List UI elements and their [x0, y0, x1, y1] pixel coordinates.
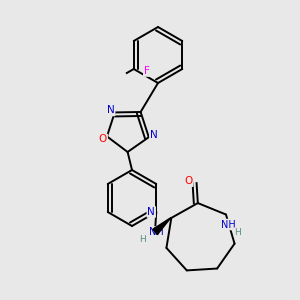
Text: NH: NH: [148, 227, 164, 237]
Polygon shape: [153, 218, 171, 235]
Text: O: O: [184, 176, 193, 186]
Text: F: F: [144, 66, 150, 76]
Text: H: H: [235, 228, 241, 237]
Text: N: N: [150, 130, 158, 140]
Text: NH: NH: [220, 220, 235, 230]
Text: O: O: [99, 134, 107, 144]
Text: N: N: [147, 207, 155, 217]
Text: H: H: [139, 236, 145, 244]
Text: N: N: [107, 105, 115, 116]
